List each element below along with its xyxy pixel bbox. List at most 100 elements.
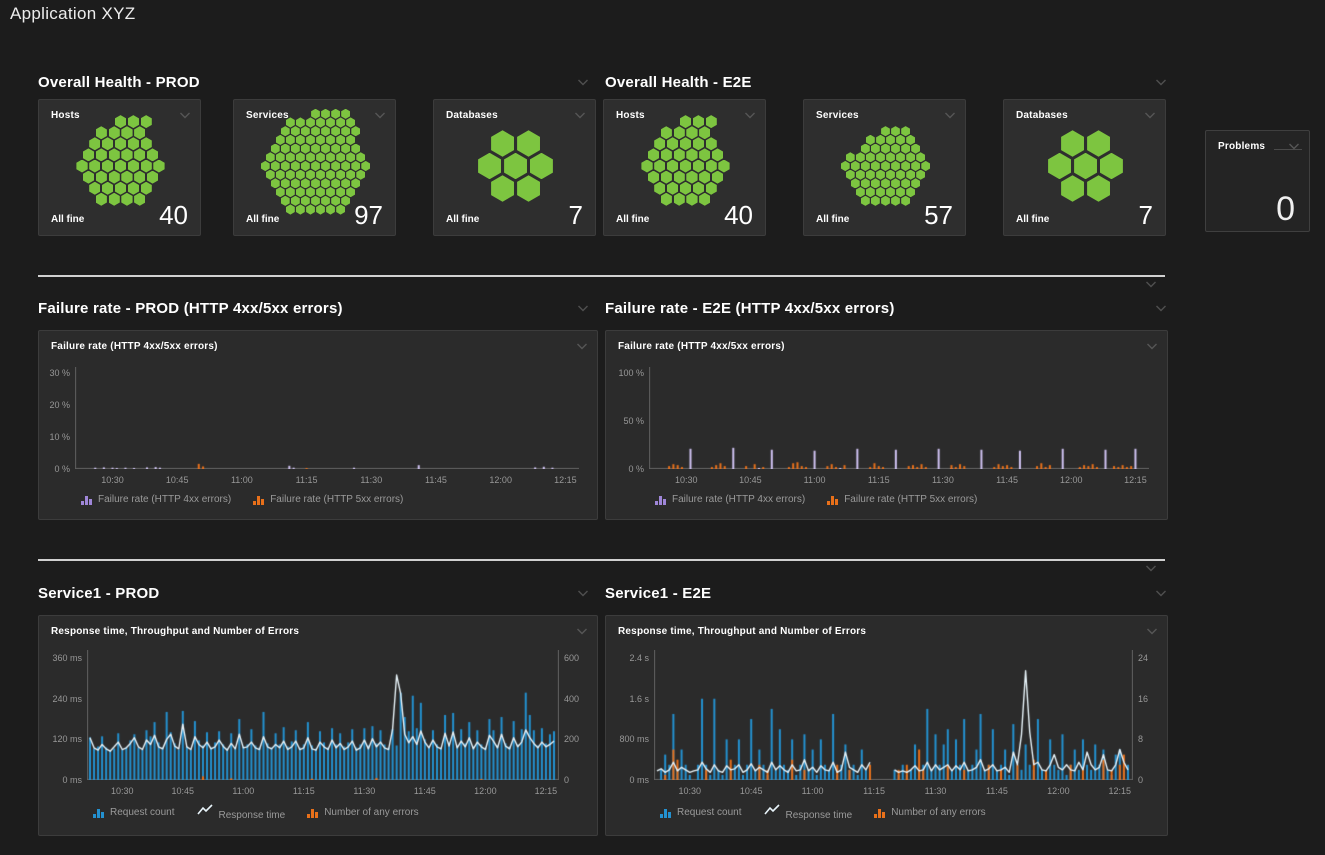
chevron-down-icon[interactable] <box>373 110 387 120</box>
x-axis-tick: 10:45 <box>165 475 189 485</box>
hexagon-health-ok <box>351 126 361 137</box>
failure-rate-e2e-tile[interactable]: Failure rate (HTTP 4xx/5xx errors) 100 %… <box>605 330 1168 520</box>
hexagon-health-ok <box>699 148 711 162</box>
legend-item[interactable]: Request count <box>660 807 742 818</box>
chevron-down-icon[interactable] <box>576 588 590 598</box>
y-axis-tick-left: 100 % <box>618 367 644 378</box>
chevron-down-icon[interactable] <box>575 626 589 636</box>
tile-title: Response time, Throughput and Number of … <box>51 625 300 637</box>
hexagon-health-ok <box>311 195 320 206</box>
hexagon-health-ok <box>341 195 350 206</box>
hexagon-health-ok <box>699 126 711 140</box>
hexagon-health-ok <box>291 160 300 172</box>
tile-count: 57 <box>924 200 953 230</box>
bar-chart-icon <box>307 807 319 818</box>
service1-prod-tile[interactable]: Response time, Throughput and Number of … <box>38 615 598 836</box>
legend-item[interactable]: Request count <box>93 807 175 818</box>
legend-item[interactable]: Number of any errors <box>874 806 986 818</box>
chevron-down-icon[interactable] <box>1154 303 1168 313</box>
hexagon-health-ok <box>861 143 870 154</box>
failure-rate-prod-chart[interactable]: 30 % 20 % 10 % 0 % 10:30 10:45 11:00 11:15 11:30… <box>43 355 593 515</box>
chart-plot[interactable] <box>87 650 559 780</box>
chevron-down-icon[interactable] <box>943 110 957 120</box>
tile-header: Databases <box>434 100 595 124</box>
hexagon-health-ok <box>1061 175 1084 202</box>
chevron-down-icon[interactable] <box>1145 341 1159 351</box>
chevron-down-icon[interactable] <box>1154 77 1168 87</box>
hexagon-health-ok <box>286 152 295 163</box>
failure-rate-e2e-chart[interactable]: 100 % 50 % 0 % 10:30 10:45 11:00 11:15 11:30 11:… <box>610 355 1163 515</box>
chevron-down-icon[interactable] <box>575 341 589 351</box>
x-axis-tick: 11:30 <box>931 475 954 485</box>
service1-e2e-chart[interactable]: 2.4 s 1.6 s 800 ms 0 ms 24 16 8 0 10:30 10:45 11:0… <box>610 640 1163 831</box>
health-tile-databases-prod[interactable]: Databases All fine 7 <box>433 99 596 236</box>
hexagon-health-ok <box>296 187 305 198</box>
hexagon-health-ok <box>891 160 900 172</box>
hexagon-health-ok <box>911 143 920 154</box>
legend-item[interactable]: Failure rate (HTTP 4xx errors) <box>655 494 805 505</box>
x-axis-tick: 10:30 <box>678 786 702 796</box>
hexagon-health-ok <box>896 134 905 145</box>
hexagon-health-ok <box>351 160 361 172</box>
hexagon-health-ok <box>856 152 865 163</box>
health-tile-hosts-e2e[interactable]: Hosts All fine 40 <box>603 99 766 236</box>
tile-count: 7 <box>568 200 583 230</box>
chevron-down-icon[interactable] <box>1154 588 1168 598</box>
hexagon-health-ok <box>311 143 320 154</box>
hexagon-health-ok <box>321 126 330 137</box>
chevron-down-icon[interactable] <box>576 303 590 313</box>
legend-label: Number of any errors <box>891 806 986 818</box>
hexagon-health-ok <box>265 169 275 180</box>
hexagon-health-ok <box>331 178 340 189</box>
chevron-down-icon[interactable] <box>1144 563 1158 573</box>
health-tile-services-prod[interactable]: Services All fine 97 <box>233 99 396 236</box>
tile-title: Databases <box>1016 109 1068 121</box>
chevron-down-icon[interactable] <box>1287 141 1301 151</box>
chevron-down-icon[interactable] <box>1143 110 1157 120</box>
chevron-down-icon[interactable] <box>178 110 192 120</box>
legend-item[interactable]: Failure rate (HTTP 5xx errors) <box>253 494 403 505</box>
hexagon-health-ok <box>856 169 865 180</box>
health-tile-services-e2e[interactable]: Services All fine 57 <box>803 99 966 236</box>
hexagon-health-ok <box>850 178 860 189</box>
section-header-failure-prod: Failure rate - PROD (HTTP 4xx/5xx errors… <box>38 298 590 318</box>
chevron-down-icon[interactable] <box>573 110 587 120</box>
x-axis-tick: 10:30 <box>674 475 698 485</box>
x-axis-tick: 12:15 <box>1124 475 1147 485</box>
hexagon-health-ok <box>921 160 931 172</box>
chevron-down-icon[interactable] <box>743 110 757 120</box>
hexagon-health-ok <box>660 192 672 206</box>
chevron-down-icon[interactable] <box>576 77 590 87</box>
hexagon-health-ok <box>336 187 345 198</box>
legend-item[interactable]: Failure rate (HTTP 4xx errors) <box>81 494 231 505</box>
chart-plot[interactable] <box>654 650 1133 780</box>
chart-legend: Request count Response time Number of any … <box>93 803 419 821</box>
hexagon-health-ok <box>76 159 88 173</box>
chevron-down-icon[interactable] <box>1145 626 1159 636</box>
hexagon-health-ok <box>705 159 717 173</box>
problems-tile[interactable]: Problems 0 <box>1205 130 1310 232</box>
legend-item[interactable]: Response time <box>763 803 852 821</box>
legend-item[interactable]: Failure rate (HTTP 5xx errors) <box>827 494 977 505</box>
legend-item[interactable]: Response time <box>196 803 285 821</box>
hexagon-health-ok <box>876 169 885 180</box>
service1-prod-chart[interactable]: 360 ms 240 ms 120 ms 0 ms 600 400 200 0 10:30 10:… <box>43 640 593 831</box>
hexagon-health-ok <box>891 143 900 154</box>
hexagon-health-ok <box>911 160 920 172</box>
x-axis-tick: 11:15 <box>863 786 885 796</box>
failure-rate-prod-tile[interactable]: Failure rate (HTTP 4xx/5xx errors) 30 % 2… <box>38 330 598 520</box>
chart-plot[interactable] <box>649 367 1149 469</box>
chart-plot[interactable] <box>75 367 579 469</box>
hexagon-health-ok <box>275 152 285 163</box>
health-tile-hosts-prod[interactable]: Hosts All fine 40 <box>38 99 201 236</box>
health-tile-databases-e2e[interactable]: Databases All fine 7 <box>1003 99 1166 236</box>
hexagon-health-ok <box>1087 130 1110 157</box>
line-chart-icon <box>196 803 213 821</box>
hexagon-health-ok <box>286 134 295 145</box>
hexagon-health-ok <box>891 178 900 189</box>
hexagon-health-ok <box>301 160 310 172</box>
legend-item[interactable]: Number of any errors <box>307 807 419 818</box>
service1-e2e-tile[interactable]: Response time, Throughput and Number of … <box>605 615 1168 836</box>
chevron-down-icon[interactable] <box>1144 279 1158 289</box>
x-axis-tick: 11:15 <box>292 786 315 796</box>
